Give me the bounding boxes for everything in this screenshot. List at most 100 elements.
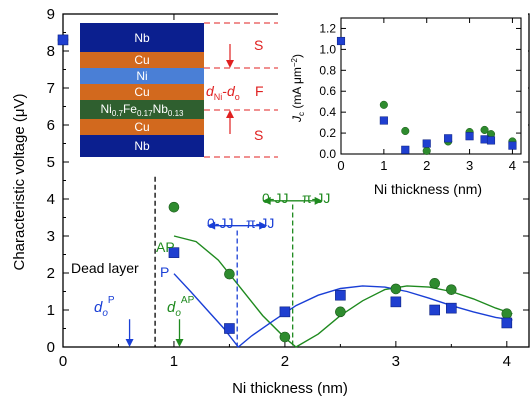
inset-ap-data-point <box>480 125 489 134</box>
stack-layer-nifenb <box>80 100 204 119</box>
stack-layer-cu-3 <box>80 119 204 135</box>
main-x-tick-label: 3 <box>392 353 400 370</box>
p-jj-arrow-head-right <box>259 221 268 230</box>
inset-plot-frame <box>340 17 522 155</box>
stack-label-cu-1: Cu <box>134 53 149 67</box>
inset-y-tick-label: 0.0 <box>319 147 336 161</box>
p-data-point <box>390 296 402 308</box>
main-y-tick-label: 7 <box>47 80 55 97</box>
inset-y-tick-label: 1.2 <box>319 21 336 35</box>
stack-label-s-top: S <box>254 37 263 53</box>
main-x-axis-label: Ni thickness (nm) <box>232 380 348 397</box>
do-ap-arrow-head <box>175 339 184 347</box>
inset-ap-data-point <box>379 100 388 109</box>
inset-y-tick-label: 0.2 <box>319 126 336 140</box>
stack-layer-ni <box>80 68 204 84</box>
do-p-label: doP <box>94 295 115 319</box>
inset-p-data-point <box>486 136 496 145</box>
inset-y-tick-label: 0.8 <box>319 63 336 77</box>
main-y-axis-label: Characteristic voltage (μV) <box>11 93 28 270</box>
p-data-point <box>446 302 457 314</box>
inset-p-data-point <box>379 116 388 125</box>
inset-x-tick-label: 0 <box>337 158 344 173</box>
inset-ap-data-point <box>422 146 431 155</box>
inset-p-data-point <box>465 132 474 141</box>
inset-x-tick-label: 4 <box>509 158 516 173</box>
p-data-point <box>168 247 180 258</box>
p-jj-arrow-head-left <box>207 221 216 230</box>
ap-data-point <box>335 306 346 318</box>
main-y-tick-label: 3 <box>47 228 55 245</box>
ap-pijj-label: π-JJ <box>302 190 330 206</box>
stack-label-nb-top: Nb <box>134 31 150 45</box>
stack-arrow-up-head <box>226 110 234 118</box>
inset-x-tick-label: 3 <box>466 158 473 173</box>
ap-data-point <box>224 268 235 280</box>
main-data-points <box>57 34 513 343</box>
stack-label-dni-do: dNi-do <box>206 83 240 102</box>
p-data-point <box>501 317 513 329</box>
stack-label-cu-3: Cu <box>134 120 149 134</box>
inset-y-tick-label: 0.6 <box>319 84 336 98</box>
main-x-tick-label: 4 <box>503 353 511 370</box>
stack-label-f: F <box>255 83 264 99</box>
p-data-point <box>224 323 235 334</box>
inset-p-data-point <box>508 141 517 150</box>
do-ap-label: doAP <box>167 295 195 319</box>
p-data-point <box>429 304 440 316</box>
stack-label-nb-bottom: Nb <box>134 139 150 153</box>
main-y-tick-label: 2 <box>47 265 55 282</box>
p-pijj-label: π-JJ <box>246 215 274 231</box>
ap-data-point <box>279 331 291 343</box>
inset-p-data-point <box>422 139 431 148</box>
ap-jj-arrow-head-right <box>314 196 323 205</box>
ap-data-point <box>168 201 180 213</box>
inset-y-tick-label: 1.0 <box>319 42 336 56</box>
inset-ap-data-point <box>401 126 410 136</box>
inset-axis-ticks: 0 1 2 3 4 0.0 0.2 0.4 0.6 0.8 1.0 1.2 <box>319 18 521 173</box>
inset-p-data-point <box>444 134 453 143</box>
ap-data-point <box>390 283 402 295</box>
stack-label-nifenb: Ni0.7Fe0.17Nb0.13 <box>101 102 185 118</box>
main-x-tick-label: 0 <box>59 353 67 370</box>
stack-layer-cu-2 <box>80 84 204 100</box>
ap-data-point <box>429 278 440 289</box>
p-data-point <box>335 289 346 301</box>
stack-arrow-down-head <box>226 60 234 68</box>
p-series-label: P <box>160 264 169 280</box>
main-y-tick-label: 5 <box>47 154 55 171</box>
inset-y-axis-label: Jc (mA μm−2) <box>290 54 306 123</box>
stack-layer-cu-1 <box>80 52 204 68</box>
stack-label-cu-2: Cu <box>134 85 149 99</box>
p-data-point <box>279 306 291 318</box>
inset-p-data-point <box>401 145 410 154</box>
main-y-tick-label: 8 <box>47 43 55 60</box>
ap-0jj-label: 0-JJ <box>262 190 288 206</box>
ap-data-point <box>446 284 457 295</box>
main-y-tick-label: 1 <box>47 302 55 319</box>
do-p-arrow-head <box>125 339 134 347</box>
inset-p-data-point <box>336 36 346 46</box>
main-y-tick-label: 6 <box>47 117 55 134</box>
inset-data-points <box>336 36 517 155</box>
ap-series-label: AP <box>156 239 175 255</box>
stack-layer-nb-bottom <box>80 135 204 157</box>
main-y-tick-label: 0 <box>47 339 55 356</box>
main-annotations <box>125 176 323 347</box>
stack-label-ni: Ni <box>136 69 147 83</box>
main-x-tick-label: 1 <box>170 353 178 370</box>
main-y-tick-label: 4 <box>47 191 55 208</box>
main-x-tick-label: 2 <box>281 353 289 370</box>
stack-layer-nb-top <box>80 23 204 52</box>
inset-x-tick-label: 1 <box>380 158 387 173</box>
p-data-point <box>57 34 69 46</box>
p-0jj-label: 0-JJ <box>207 215 233 231</box>
ap-data-point <box>501 308 513 320</box>
inset-y-tick-label: 0.4 <box>319 105 336 119</box>
layer-stack-schematic: Nb Cu Ni Cu Ni0.7Fe0.17Nb0.13 Cu Nb S F … <box>80 22 278 158</box>
stack-label-s-bottom: S <box>254 127 263 143</box>
ap-jj-arrow-head-left <box>262 196 271 205</box>
inset-x-axis-label: Ni thickness (nm) <box>374 181 482 197</box>
dead-layer-label: Dead layer <box>71 260 139 276</box>
